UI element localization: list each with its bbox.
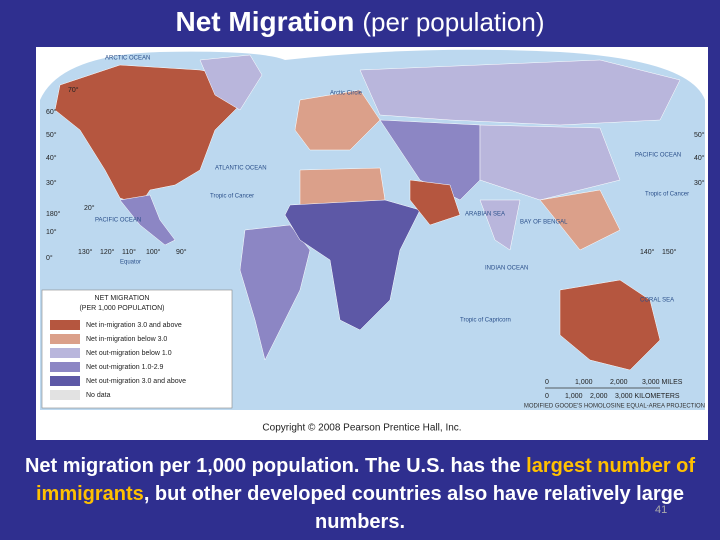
graticule-label: 60° — [46, 108, 57, 116]
copyright: Copyright © 2008 Pearson Prentice Hall, … — [262, 423, 461, 434]
region-arabia — [409, 179, 461, 226]
map-label: Tropic of Cancer — [645, 192, 689, 198]
graticule-label: 130° — [78, 248, 93, 256]
scale-label: 3,000 MILES — [642, 379, 683, 386]
map-label: Equator — [120, 260, 141, 266]
scale-label: 3,000 KILOMETERS — [615, 393, 680, 400]
region-australia — [559, 279, 661, 371]
scale-label: 1,000 — [565, 393, 583, 400]
map-label: Arctic Circle — [330, 91, 363, 97]
legend-item: No data — [86, 392, 111, 399]
legend-item: Net out-migration 3.0 and above — [86, 378, 186, 385]
map-label: ARCTIC OCEAN — [105, 56, 150, 62]
page-number: 41 — [655, 504, 667, 516]
map-label: BAY OF BENGAL — [520, 220, 568, 226]
legend-title: NET MIGRATION — [95, 295, 150, 302]
map-label: PACIFIC OCEAN — [635, 153, 681, 159]
map-label: ATLANTIC OCEAN — [215, 166, 267, 172]
region-north-africa — [299, 167, 386, 206]
title: Net Migration (per population) — [175, 6, 544, 37]
region-russia — [359, 59, 681, 126]
scale-label: 2,000 — [590, 393, 608, 400]
legend-swatch — [50, 390, 80, 400]
legend-swatch — [50, 362, 80, 372]
graticule-label: 70° — [68, 86, 79, 94]
caption-highlight: largest number of immigrants — [36, 455, 696, 505]
graticule-label: 150° — [662, 248, 677, 256]
graticule-label: 140° — [640, 248, 655, 256]
graticule-label: 40° — [694, 154, 705, 162]
graticule-label: 20° — [84, 204, 95, 212]
caption-text: Net migration per 1,000 population. The … — [24, 455, 527, 477]
graticule-label: 10° — [46, 228, 57, 236]
scale-label: 0 — [545, 379, 549, 386]
region-africa — [284, 199, 421, 331]
graticule-label: 30° — [46, 179, 57, 187]
region-greenland — [199, 54, 263, 111]
map-label: INDIAN OCEAN — [485, 266, 528, 272]
graticule-label: 180° — [46, 210, 61, 218]
legend-item: Net out-migration below 1.0 — [86, 350, 172, 357]
map-label: Tropic of Capricorn — [460, 318, 511, 324]
legend-title: (PER 1,000 POPULATION) — [79, 305, 164, 312]
map-label: PACIFIC OCEAN — [95, 218, 141, 224]
scale-label: 2,000 — [610, 379, 628, 386]
legend-item: Net out-migration 1.0-2.9 — [86, 364, 164, 371]
graticule-label: 110° — [122, 248, 136, 256]
projection-note: MODIFIED GOODE'S HOMOLOSINE EQUAL-AREA P… — [524, 404, 705, 410]
graticule-label: 40° — [46, 154, 57, 162]
region-central-america — [119, 194, 176, 246]
legend-swatch — [50, 348, 80, 358]
scale-label: 0 — [545, 393, 549, 400]
map-label: CORAL SEA — [640, 298, 674, 304]
title-bold: Net Migration — [175, 6, 354, 37]
region-central-asia — [379, 119, 481, 201]
region-europe — [294, 89, 381, 151]
title-rest: (per population) — [362, 7, 544, 37]
legend-swatch — [50, 320, 80, 330]
region-southeast-asia — [539, 189, 621, 251]
caption-text: , but other developed countries also hav… — [143, 483, 684, 533]
region-china — [479, 124, 621, 201]
legend-swatch — [50, 334, 80, 344]
graticule-label: 120° — [100, 248, 115, 256]
caption: Net migration per 1,000 population. The … — [2, 452, 718, 536]
graticule-label: 0° — [46, 254, 53, 262]
map-label: ARABIAN SEA — [465, 212, 505, 218]
graticule-label: 30° — [694, 179, 705, 187]
graticule-label: 100° — [146, 248, 161, 256]
legend-item: Net in-migration below 3.0 — [86, 336, 167, 343]
graticule-label: 90° — [176, 248, 187, 256]
scale-label: 1,000 — [575, 379, 593, 386]
map-label: Tropic of Cancer — [210, 194, 254, 200]
legend-item: Net in-migration 3.0 and above — [86, 322, 182, 329]
region-india — [479, 199, 521, 251]
legend-swatch — [50, 376, 80, 386]
graticule-label: 50° — [46, 131, 57, 139]
graticule-label: 50° — [694, 131, 705, 139]
